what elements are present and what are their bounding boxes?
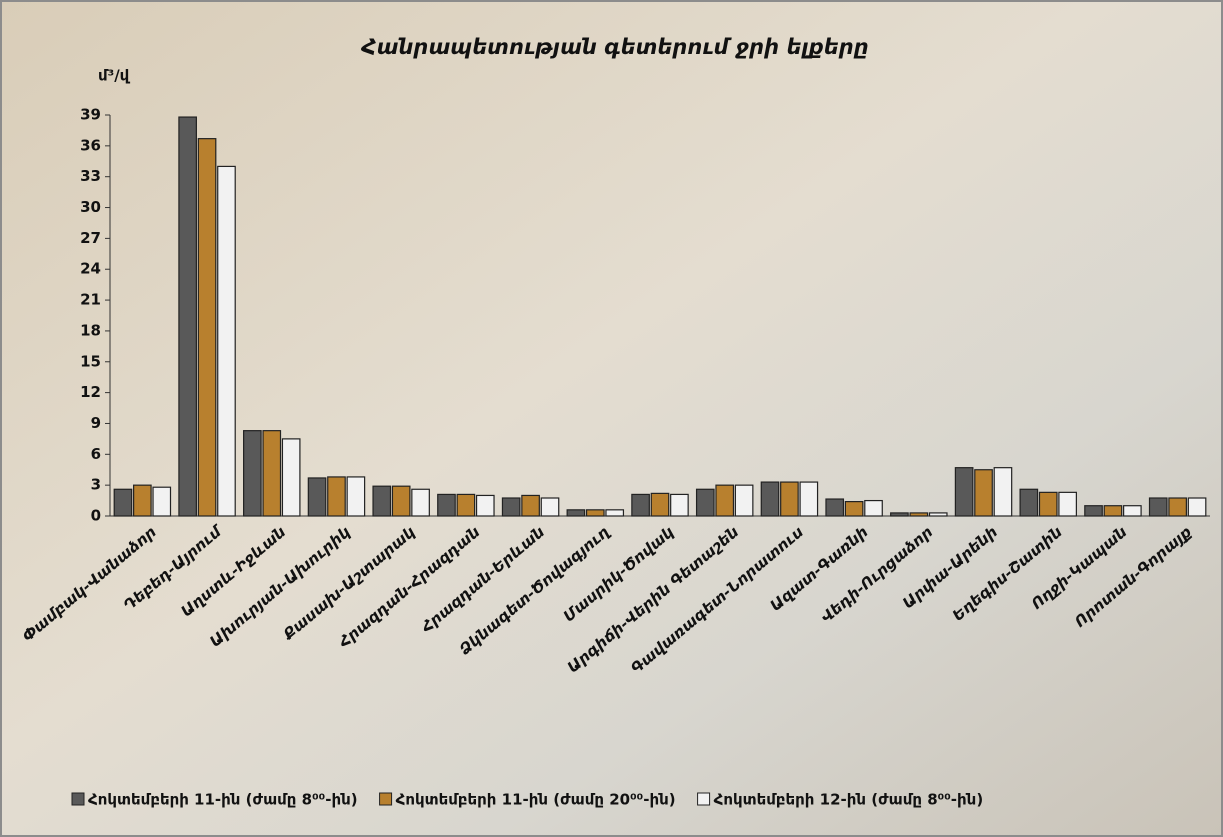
bar (262, 430, 282, 517)
legend-label: Հոկտեմբերի 12-ին (ժամը 8⁰⁰-ին) (714, 791, 984, 809)
bar (437, 493, 456, 517)
bar (178, 116, 197, 517)
bar (954, 467, 974, 517)
legend-swatch (379, 792, 393, 806)
bar (1103, 505, 1123, 517)
bar (566, 509, 586, 517)
bar (844, 501, 864, 517)
bar (475, 494, 495, 517)
y-axis-label: մ³/վ (98, 67, 131, 85)
bar (411, 488, 430, 517)
y-tick-label: 27 (80, 229, 101, 247)
bar (864, 499, 883, 517)
bar (799, 481, 819, 517)
bar (890, 512, 909, 517)
y-tick-label: 18 (80, 321, 101, 339)
bar (1168, 497, 1187, 517)
legend-swatch (697, 792, 711, 806)
bar (715, 484, 735, 517)
bar (152, 486, 172, 517)
bar (780, 481, 799, 517)
bar (974, 469, 993, 517)
bar (217, 165, 236, 517)
y-tick-label: 39 (80, 106, 101, 124)
bar (734, 484, 754, 517)
y-tick-label: 21 (80, 291, 101, 309)
bar (540, 497, 560, 517)
y-tick-label: 24 (80, 260, 101, 278)
y-tick-label: 6 (91, 445, 101, 463)
bar (113, 488, 133, 517)
bar (307, 477, 327, 517)
bar (670, 493, 689, 517)
bar (372, 485, 392, 517)
y-tick-label: 33 (80, 167, 101, 185)
bar (1187, 497, 1207, 517)
bar (605, 509, 625, 517)
bar (631, 493, 650, 517)
bar (346, 476, 366, 517)
bar (197, 138, 217, 517)
y-tick-label: 3 (91, 476, 101, 494)
legend-label: Հոկտեմբերի 11-ին (ժամը 8⁰⁰-ին) (88, 791, 358, 809)
y-tick-label: 0 (91, 507, 101, 525)
y-tick-label: 36 (80, 136, 101, 154)
bar (928, 512, 948, 517)
y-tick-label: 9 (91, 414, 101, 432)
bar (521, 494, 540, 517)
bar (909, 512, 929, 517)
bar (1058, 491, 1077, 517)
bar (281, 438, 301, 517)
bar (993, 467, 1013, 517)
bar (1038, 491, 1058, 517)
bar (1019, 488, 1039, 517)
y-tick-label: 12 (80, 383, 101, 401)
bar (327, 476, 346, 517)
bar (501, 497, 521, 517)
bar (1084, 505, 1103, 517)
bar (825, 498, 845, 517)
bar (1148, 497, 1168, 517)
bar (391, 485, 411, 517)
legend-swatch (71, 792, 85, 806)
bar (243, 430, 262, 517)
bar (456, 493, 476, 517)
bar (1123, 505, 1142, 517)
bar (133, 484, 152, 517)
chart-title: Հանրապետության գետերում ջրի ելքերը (360, 35, 868, 59)
y-tick-label: 15 (80, 352, 101, 370)
bar (695, 488, 715, 517)
legend-label: Հոկտեմբերի 11-ին (ժամը 20⁰⁰-ին) (396, 791, 676, 809)
bar (650, 492, 670, 517)
y-tick-label: 30 (80, 198, 101, 216)
bar (760, 481, 780, 517)
legend: Հոկտեմբերի 11-ին (ժամը 8⁰⁰-ին) Հոկտեմբերի… (71, 791, 984, 809)
bar (585, 509, 605, 517)
